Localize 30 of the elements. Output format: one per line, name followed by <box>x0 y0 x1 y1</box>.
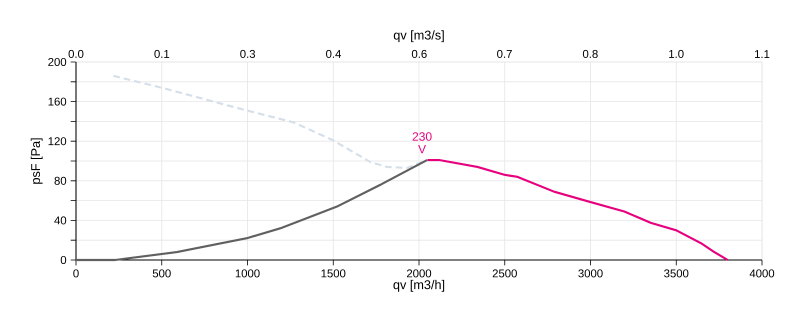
y-tick-label: 80 <box>54 176 66 185</box>
x2-tick-label: 1.1 <box>754 50 770 58</box>
y-tick-label: 120 <box>48 137 66 146</box>
x-axis-title: qv [m3/h] <box>393 280 444 292</box>
x-tick-label: 2000 <box>406 269 432 278</box>
line-series <box>426 158 729 262</box>
x-tick-label: 4000 <box>750 269 774 278</box>
x2-tick-label: 0.7 <box>497 50 512 58</box>
y-tick-label: 160 <box>48 98 66 106</box>
x2-tick-label: 0.1 <box>154 50 170 58</box>
x-tick-label: 3500 <box>664 269 688 278</box>
y-tick-label: 0 <box>60 256 66 264</box>
y-tick-label: 200 <box>48 58 66 66</box>
x2-tick-label: 0.6 <box>412 50 427 58</box>
x-tick-label: 2500 <box>492 269 517 278</box>
x2-axis-title: qv [m3/s] <box>394 30 444 42</box>
x-tick-label: 500 <box>152 269 171 278</box>
x2-tick-label: 0.4 <box>326 50 342 58</box>
line-series <box>74 158 428 262</box>
x2-tick-label: 1.0 <box>669 50 684 58</box>
y-tick-label: 40 <box>54 216 66 224</box>
x2-tick-label: 0.0 <box>68 50 84 58</box>
x-tick-label: 1500 <box>322 269 346 278</box>
series-label: 230 V <box>412 132 432 154</box>
x2-tick-label: 0.3 <box>240 50 256 58</box>
x-tick-label: 1000 <box>236 269 260 278</box>
x-tick-label: 0 <box>73 269 79 278</box>
x-tick-label: 3000 <box>578 269 603 278</box>
y-axis-title: psF [Pa] <box>30 138 43 184</box>
x2-tick-label: 0.8 <box>582 50 598 58</box>
